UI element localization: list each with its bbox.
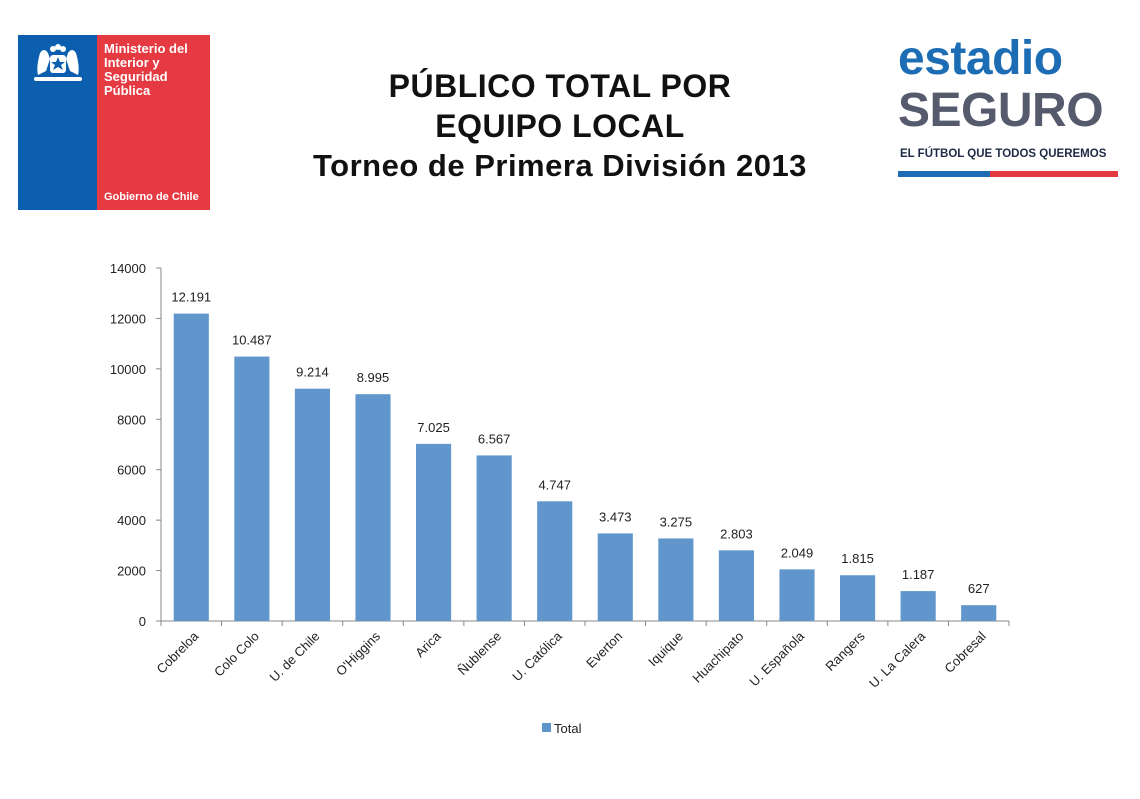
title-line-3: Torneo de Primera División 2013 [313, 148, 807, 183]
bar [294, 388, 330, 621]
y-tick-label: 6000 [117, 463, 146, 478]
logo-blue-panel [18, 35, 97, 210]
category-label: Cobreloa [153, 628, 201, 676]
logo-red-panel: Ministerio del Interior y Seguridad Públ… [97, 35, 210, 210]
bar [961, 605, 997, 621]
data-label: 1.187 [902, 567, 935, 582]
data-label: 3.275 [660, 514, 693, 529]
bar [900, 591, 936, 621]
category-label: U. La Calera [866, 628, 929, 691]
data-label: 3.473 [599, 509, 632, 524]
logo-bar-red [990, 171, 1118, 177]
data-label: 627 [968, 581, 990, 596]
bar [173, 313, 209, 621]
legend-label: Total [554, 721, 582, 736]
data-label: 7.025 [417, 420, 450, 435]
bar [234, 356, 270, 621]
ministry-name: Ministerio del Interior y Seguridad Públ… [104, 41, 188, 98]
title-line-1: PÚBLICO TOTAL POR [388, 68, 732, 104]
logo-word-seguro: SEGURO [898, 84, 1104, 137]
category-label: U. Católica [509, 628, 565, 684]
logo-bar-blue [898, 171, 990, 177]
bar [416, 443, 452, 621]
category-label: Cobresal [941, 628, 988, 675]
y-tick-label: 14000 [110, 261, 146, 276]
data-label: 4.747 [538, 477, 571, 492]
category-label: Huachipato [689, 629, 746, 686]
y-tick-label: 12000 [110, 311, 146, 326]
data-label: 9.214 [296, 365, 329, 380]
y-tick-label: 10000 [110, 362, 146, 377]
category-label: Rangers [822, 628, 868, 674]
bar [355, 394, 391, 621]
category-label: Ñublense [455, 629, 504, 678]
data-label: 8.995 [357, 370, 390, 385]
data-label: 6.567 [478, 431, 511, 446]
logo-word-estadio: estadio [898, 32, 1063, 85]
data-label: 2.803 [720, 526, 753, 541]
category-label: U. Española [746, 628, 807, 689]
page-title: PÚBLICO TOTAL POR EQUIPO LOCAL Torneo de… [230, 66, 890, 186]
category-label: Arica [412, 628, 444, 660]
government-logo: Ministerio del Interior y Seguridad Públ… [18, 35, 210, 210]
data-label: 1.815 [841, 551, 874, 566]
category-label: O'Higgins [333, 628, 384, 679]
bar [658, 538, 694, 621]
category-label: Colo Colo [211, 629, 262, 680]
data-label: 10.487 [232, 333, 272, 348]
y-tick-label: 8000 [117, 412, 146, 427]
y-tick-label: 4000 [117, 513, 146, 528]
category-label: Everton [583, 629, 625, 671]
data-label: 12.191 [171, 290, 211, 305]
bar [537, 501, 573, 621]
bar [779, 569, 815, 621]
bar [476, 455, 512, 621]
data-label: 2.049 [781, 545, 814, 560]
category-label: U. de Chile [266, 629, 322, 685]
bar [597, 533, 633, 621]
government-name: Gobierno de Chile [104, 191, 199, 203]
bar [840, 575, 876, 621]
y-tick-label: 0 [139, 614, 146, 629]
estadio-seguro-logo: estadio SEGURO EL FÚTBOL QUE TODOS QUERE… [898, 30, 1120, 180]
logo-tagline: EL FÚTBOL QUE TODOS QUEREMOS [900, 148, 1107, 160]
coat-of-arms-icon [34, 44, 82, 81]
legend-swatch [542, 723, 551, 732]
category-label: Iquique [645, 629, 686, 670]
title-line-2: EQUIPO LOCAL [435, 108, 685, 144]
bar [718, 550, 754, 621]
y-tick-label: 2000 [117, 564, 146, 579]
